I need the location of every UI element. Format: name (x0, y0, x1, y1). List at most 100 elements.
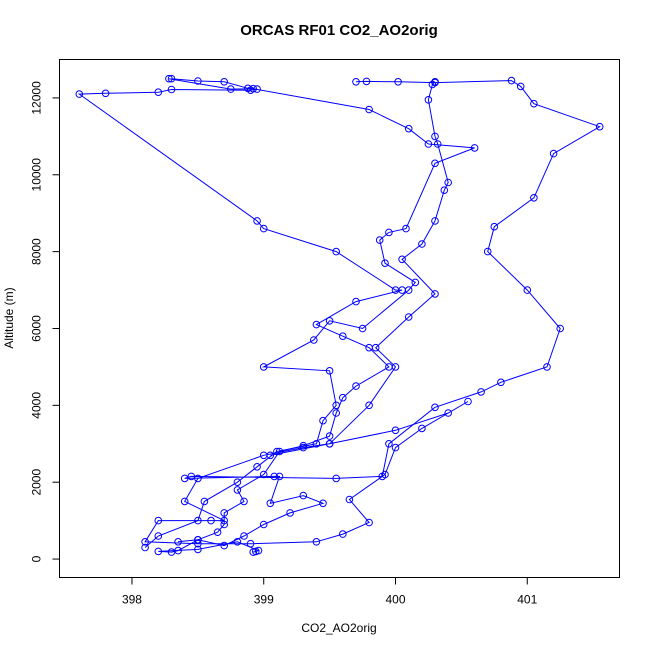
data-point (194, 77, 202, 85)
data-point (464, 397, 472, 406)
y-axis: 0 2000 4000 6000 8000 10000 12000 (30, 81, 60, 562)
data-point (375, 236, 384, 244)
data-point (411, 278, 420, 287)
data-point (286, 509, 294, 517)
data-point (352, 78, 360, 86)
data-point (213, 528, 222, 537)
data-point (165, 74, 173, 83)
data-point (154, 516, 163, 525)
data-point (220, 520, 228, 529)
data-point (167, 74, 176, 83)
data-point (200, 497, 209, 506)
data-point (101, 89, 110, 98)
data-point (530, 99, 538, 108)
data-point (507, 76, 516, 85)
data-point (516, 82, 525, 91)
data-point (220, 78, 228, 86)
data-point (259, 363, 268, 371)
data-point (325, 367, 334, 375)
data-point (141, 543, 149, 552)
data-point (404, 286, 413, 294)
chart-title: ORCAS RF01 CO2_AO2orig (240, 22, 438, 39)
y-tick-label: 0 (30, 555, 44, 562)
data-point (249, 84, 257, 93)
data-point (385, 228, 393, 237)
data-point (556, 324, 565, 333)
data-point (424, 96, 433, 104)
data-point (220, 541, 228, 550)
data-point (194, 536, 202, 544)
series-line (158, 80, 601, 553)
data-point (428, 80, 437, 89)
data-point (249, 548, 257, 556)
data-point (325, 440, 334, 448)
data-point (141, 538, 149, 546)
x-axis: 398 399 400 401 (122, 577, 538, 607)
data-point (312, 320, 321, 329)
data-point (352, 297, 360, 306)
data-point (497, 378, 505, 387)
data-point (381, 470, 389, 479)
data-point (332, 409, 341, 417)
x-tick-label: 400 (385, 593, 405, 607)
x-tick-label: 399 (254, 593, 274, 607)
data-point (490, 222, 499, 231)
data-point (595, 122, 604, 131)
data-point (549, 149, 558, 158)
data-point (174, 538, 182, 546)
data-point (154, 532, 163, 540)
data-point (402, 224, 410, 233)
data-point (440, 186, 449, 194)
data-point (431, 78, 439, 86)
data-point (358, 324, 367, 333)
y-tick-label: 8000 (30, 238, 44, 265)
series-line (144, 78, 475, 548)
data-point (483, 247, 492, 256)
data-point (385, 440, 393, 448)
data-point (332, 247, 341, 256)
data-point (259, 470, 268, 479)
data-point (194, 545, 202, 554)
data-point (167, 85, 176, 94)
data-point (431, 217, 439, 225)
data-point (477, 388, 485, 396)
y-tick-label: 10000 (30, 158, 44, 192)
plot-frame (59, 59, 620, 578)
data-point (365, 343, 373, 352)
data-point (220, 509, 228, 517)
data-point (444, 178, 453, 187)
data-point (75, 90, 84, 98)
data-point (339, 530, 347, 538)
data-point (299, 491, 308, 500)
data-point (523, 286, 532, 294)
data-point (253, 463, 261, 471)
data-point (404, 313, 413, 321)
data-point (433, 140, 442, 148)
x-tick-label: 401 (517, 593, 537, 607)
data-point (227, 85, 235, 93)
data-point (240, 532, 248, 540)
data-point (332, 474, 341, 483)
data-point (233, 478, 242, 487)
data-point (391, 443, 400, 452)
data-point (259, 520, 268, 529)
data-point (385, 363, 393, 371)
data-point (310, 336, 318, 344)
data-point (431, 403, 439, 412)
data-point (404, 124, 413, 133)
y-tick-label: 6000 (30, 315, 44, 342)
data-point (431, 132, 439, 141)
x-axis-label: CO2_AO2orig (301, 621, 376, 635)
data-point (233, 538, 242, 546)
data-point (332, 401, 341, 410)
y-tick-label: 4000 (30, 392, 44, 419)
data-point (365, 105, 373, 114)
data-point (207, 516, 215, 525)
data-point (312, 538, 321, 546)
data-point (319, 499, 327, 508)
data-point (259, 224, 268, 233)
data-point (233, 486, 242, 494)
data-point (418, 240, 426, 248)
data-point (270, 472, 279, 481)
